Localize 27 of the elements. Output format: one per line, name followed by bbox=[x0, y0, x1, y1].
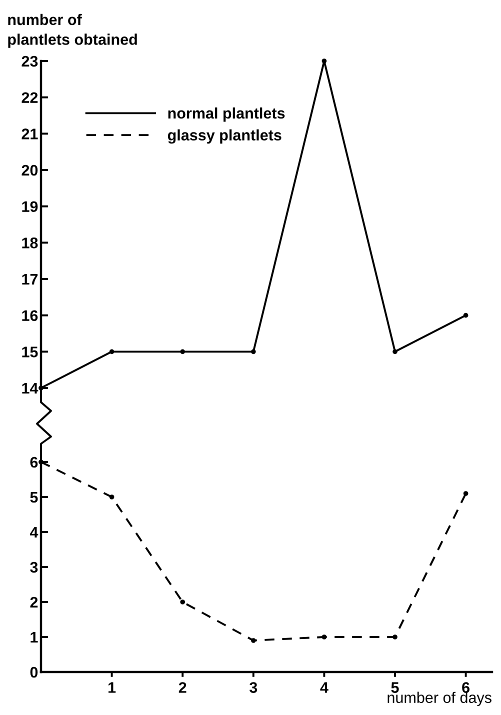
y-tick-label: 1 bbox=[30, 632, 38, 643]
y-tick-label: 15 bbox=[22, 346, 38, 358]
y-tick-label: 16 bbox=[22, 310, 38, 322]
y-tick-label: 22 bbox=[22, 92, 38, 103]
y-tick-label: 14 bbox=[22, 383, 38, 394]
legend-label: normal plantlets bbox=[168, 107, 285, 122]
y-tick-label: 18 bbox=[22, 238, 38, 248]
y-tick-label: 19 bbox=[22, 201, 38, 212]
x-tick-label: 6 bbox=[462, 682, 470, 693]
x-tick-label: 5 bbox=[391, 682, 399, 693]
y-tick-label: 17 bbox=[22, 274, 38, 285]
y-tick-label: 0 bbox=[30, 666, 38, 678]
y-tick-label: 4 bbox=[30, 527, 38, 538]
y-tick-label: 21 bbox=[22, 128, 38, 140]
y-tick-label: 5 bbox=[30, 492, 38, 503]
y-tick-label: 20 bbox=[22, 164, 38, 176]
y-tick-label: 2 bbox=[30, 596, 38, 608]
x-tick-label: 1 bbox=[108, 682, 116, 693]
x-tick-label: 3 bbox=[250, 682, 258, 693]
y-tick-label: 23 bbox=[22, 56, 38, 67]
x-tick-label: 2 bbox=[178, 682, 186, 693]
y-tick-label: 6 bbox=[30, 456, 38, 468]
x-tick-label: 4 bbox=[320, 682, 328, 693]
text: glassy plantlets bbox=[168, 129, 282, 144]
y-axis-title: number of plantlets obtained bbox=[8, 14, 137, 48]
y-tick-label: 3 bbox=[30, 562, 38, 573]
x-axis-title: number of days bbox=[388, 692, 492, 706]
